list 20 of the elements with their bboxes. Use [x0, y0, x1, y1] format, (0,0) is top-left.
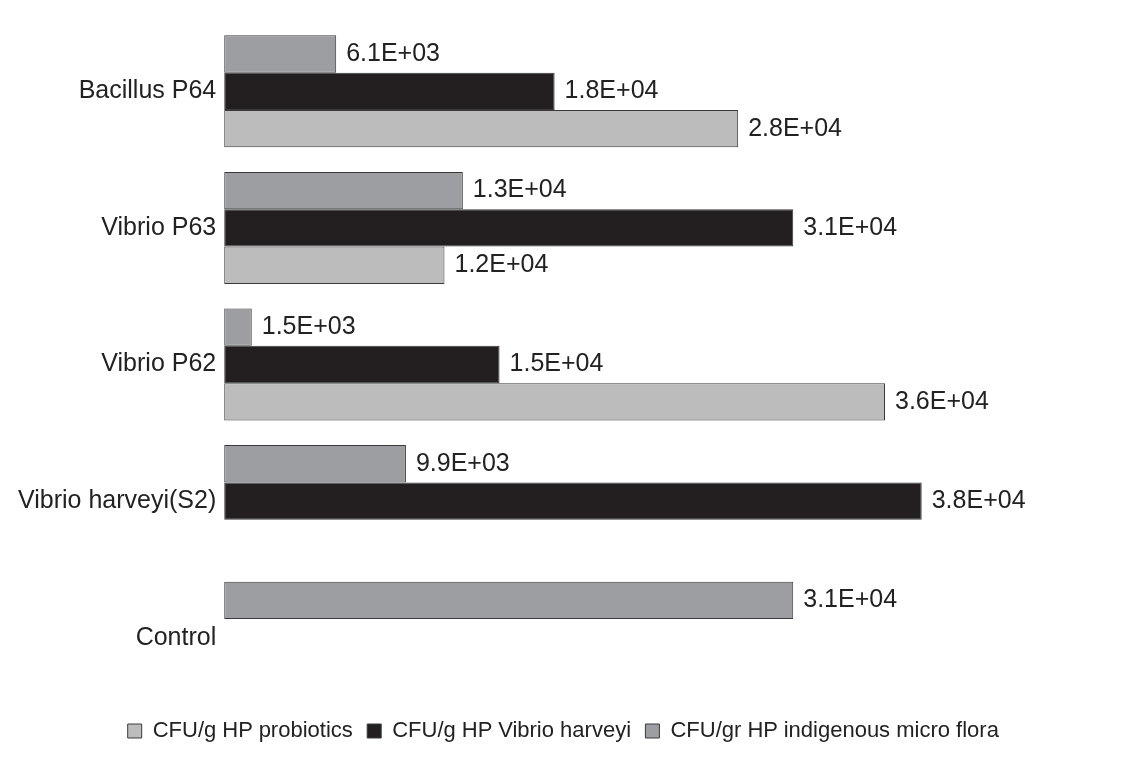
y-tick-label: Vibrio harveyi(S2)	[18, 484, 217, 513]
y-tick-label: Bacillus P64	[78, 75, 217, 104]
data-label: 1.5E+03	[261, 311, 356, 340]
legend-label: CFU/gr HP indigenous micro flora	[670, 717, 1000, 743]
legend-label: CFU/g HP probiotics	[152, 717, 353, 743]
data-label: 1.3E+04	[472, 174, 567, 203]
y-tick-label: Control	[135, 621, 217, 650]
data-label: 3.8E+04	[931, 484, 1026, 513]
data-label: 1.5E+04	[509, 348, 604, 377]
y-tick-label: Vibrio P63	[101, 211, 217, 240]
data-label: 3.1E+04	[803, 211, 898, 240]
data-label: 1.2E+04	[454, 249, 549, 278]
data-label: 3.6E+04	[895, 385, 989, 414]
data-label: 1.8E+04	[564, 75, 659, 104]
data-label: 6.1E+03	[346, 37, 441, 66]
data-label: 9.9E+03	[415, 447, 510, 476]
y-tick-label: Vibrio P62	[101, 348, 217, 377]
legend-label: CFU/g HP Vibrio harveyi	[392, 717, 632, 743]
data-label: 2.8E+04	[748, 112, 843, 141]
data-label: 3.1E+04	[803, 584, 898, 613]
